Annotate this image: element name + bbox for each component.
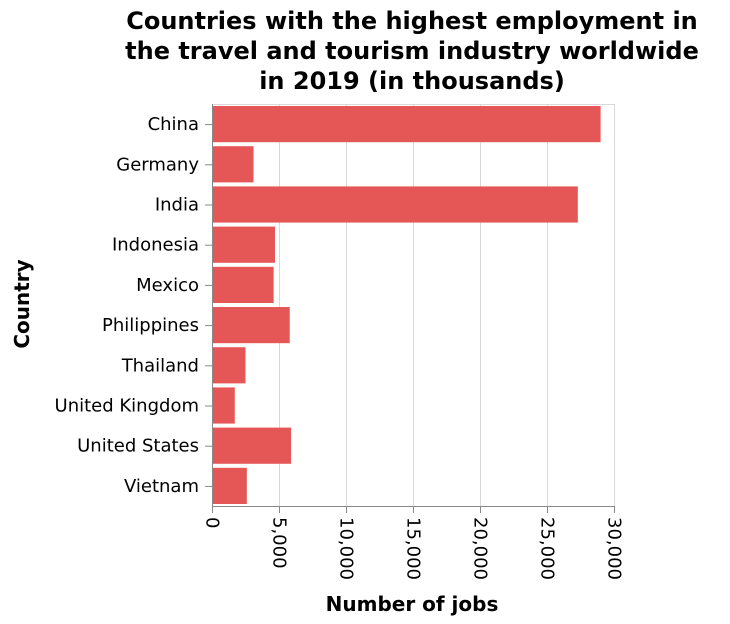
y-tick-label: Germany xyxy=(116,154,199,175)
y-tick-label: Vietnam xyxy=(124,476,199,497)
x-tick-label: 5,000 xyxy=(269,517,290,569)
x-tick-label: 20,000 xyxy=(470,517,491,580)
y-tick-label: Philippines xyxy=(102,315,199,336)
x-tick-label: 10,000 xyxy=(336,517,357,580)
bar-india xyxy=(212,186,578,223)
x-tick-label: 25,000 xyxy=(537,517,558,580)
gridlines xyxy=(212,104,615,506)
chart-title-line-2: the travel and tourism industry worldwid… xyxy=(125,37,699,65)
y-axis-title: Country xyxy=(10,259,34,348)
axes: China Germany India Indonesia Mexico Philippi… xyxy=(55,104,625,580)
y-tick-label: Thailand xyxy=(121,355,199,376)
bar-vietnam xyxy=(212,467,247,504)
y-tick-label: India xyxy=(155,195,199,216)
chart-title-line-3: in 2019 (in thousands) xyxy=(259,67,565,95)
y-tick-label: Mexico xyxy=(136,275,199,296)
bar-germany xyxy=(212,146,254,183)
y-tick-label: China xyxy=(148,114,199,135)
y-tick-label: United Kingdom xyxy=(55,396,199,417)
chart-title: Countries with the highest employment in… xyxy=(125,7,699,95)
bar-united-states xyxy=(212,427,292,464)
x-axis-title: Number of jobs xyxy=(326,592,499,616)
bar-indonesia xyxy=(212,226,275,263)
y-tick-label: Indonesia xyxy=(112,235,199,256)
bar-thailand xyxy=(212,347,246,384)
x-tick-label: 15,000 xyxy=(403,517,424,580)
bars xyxy=(212,106,601,504)
bar-china xyxy=(212,106,601,143)
bar-philippines xyxy=(212,307,290,344)
bar-united-kingdom xyxy=(212,387,235,424)
x-tick-label: 30,000 xyxy=(604,517,625,580)
x-tick-label: 0 xyxy=(202,517,223,528)
y-tick-label: United States xyxy=(77,436,199,457)
bar-mexico xyxy=(212,266,274,303)
chart-title-line-1: Countries with the highest employment in xyxy=(126,7,698,35)
